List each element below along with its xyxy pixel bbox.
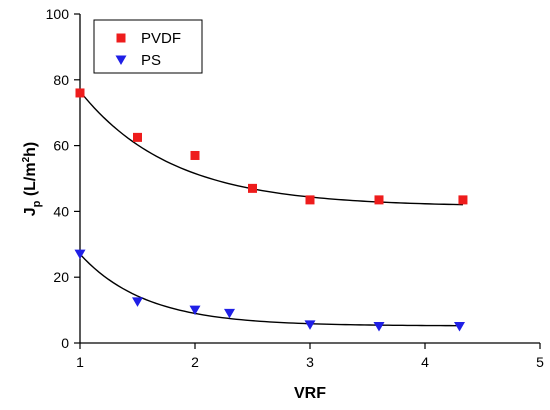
y-label-units-a: (L/m xyxy=(22,162,39,200)
legend-marker xyxy=(116,33,126,43)
legend-label: PVDF xyxy=(141,30,181,47)
data-point xyxy=(248,183,257,193)
y-tick-label: 60 xyxy=(53,138,69,154)
series-ps xyxy=(74,249,465,332)
fit-curve-ps xyxy=(79,253,460,327)
fit-curve-pvdf xyxy=(79,90,463,206)
data-points xyxy=(74,88,468,332)
y-tick-label: 80 xyxy=(53,72,69,88)
y-axis-label: Jp (L/m2h) xyxy=(21,142,43,217)
legend-entry: PS xyxy=(115,52,161,69)
data-point xyxy=(190,150,200,160)
data-point xyxy=(75,88,85,98)
data-point xyxy=(189,305,201,316)
data-point xyxy=(224,308,235,319)
x-tick-label: 2 xyxy=(191,354,199,370)
legend-marker xyxy=(115,55,127,65)
y-label-units-b: h) xyxy=(22,142,39,157)
x-axis-label: VRF xyxy=(294,385,326,402)
legend: PVDF PS xyxy=(93,19,203,74)
plot-area: 1 2 3 4 5 0 20 40 60 80 100 xyxy=(46,6,544,370)
data-point xyxy=(458,195,468,205)
y-label-units-sup: 2 xyxy=(21,156,32,162)
x-tick-label: 1 xyxy=(76,354,84,370)
y-tick-label: 40 xyxy=(53,203,69,219)
legend-entry: PVDF xyxy=(116,30,181,47)
y-tick-label: 20 xyxy=(53,269,69,285)
data-point xyxy=(454,322,465,332)
x-tick-label: 4 xyxy=(421,354,429,370)
data-point xyxy=(373,322,385,332)
data-point xyxy=(374,195,384,205)
data-point xyxy=(74,249,86,260)
data-point xyxy=(304,320,316,330)
y-tick-label: 0 xyxy=(61,335,69,351)
y-label-sub: p xyxy=(31,200,43,207)
data-point xyxy=(305,195,315,205)
legend-box xyxy=(93,19,203,74)
y-axis-ticks: 0 20 40 60 80 100 xyxy=(46,6,80,351)
x-axis-ticks: 1 2 3 4 5 xyxy=(76,343,544,370)
data-point xyxy=(133,132,142,142)
y-tick-label: 100 xyxy=(46,6,70,22)
y-label-main: J xyxy=(22,207,39,216)
legend-label: PS xyxy=(141,52,161,69)
data-point xyxy=(132,297,143,307)
fit-curves xyxy=(79,90,463,327)
legend-entries: PVDF PS xyxy=(115,30,181,69)
x-tick-label: 5 xyxy=(536,354,544,370)
series-pvdf xyxy=(75,88,468,205)
x-tick-label: 3 xyxy=(306,354,314,370)
